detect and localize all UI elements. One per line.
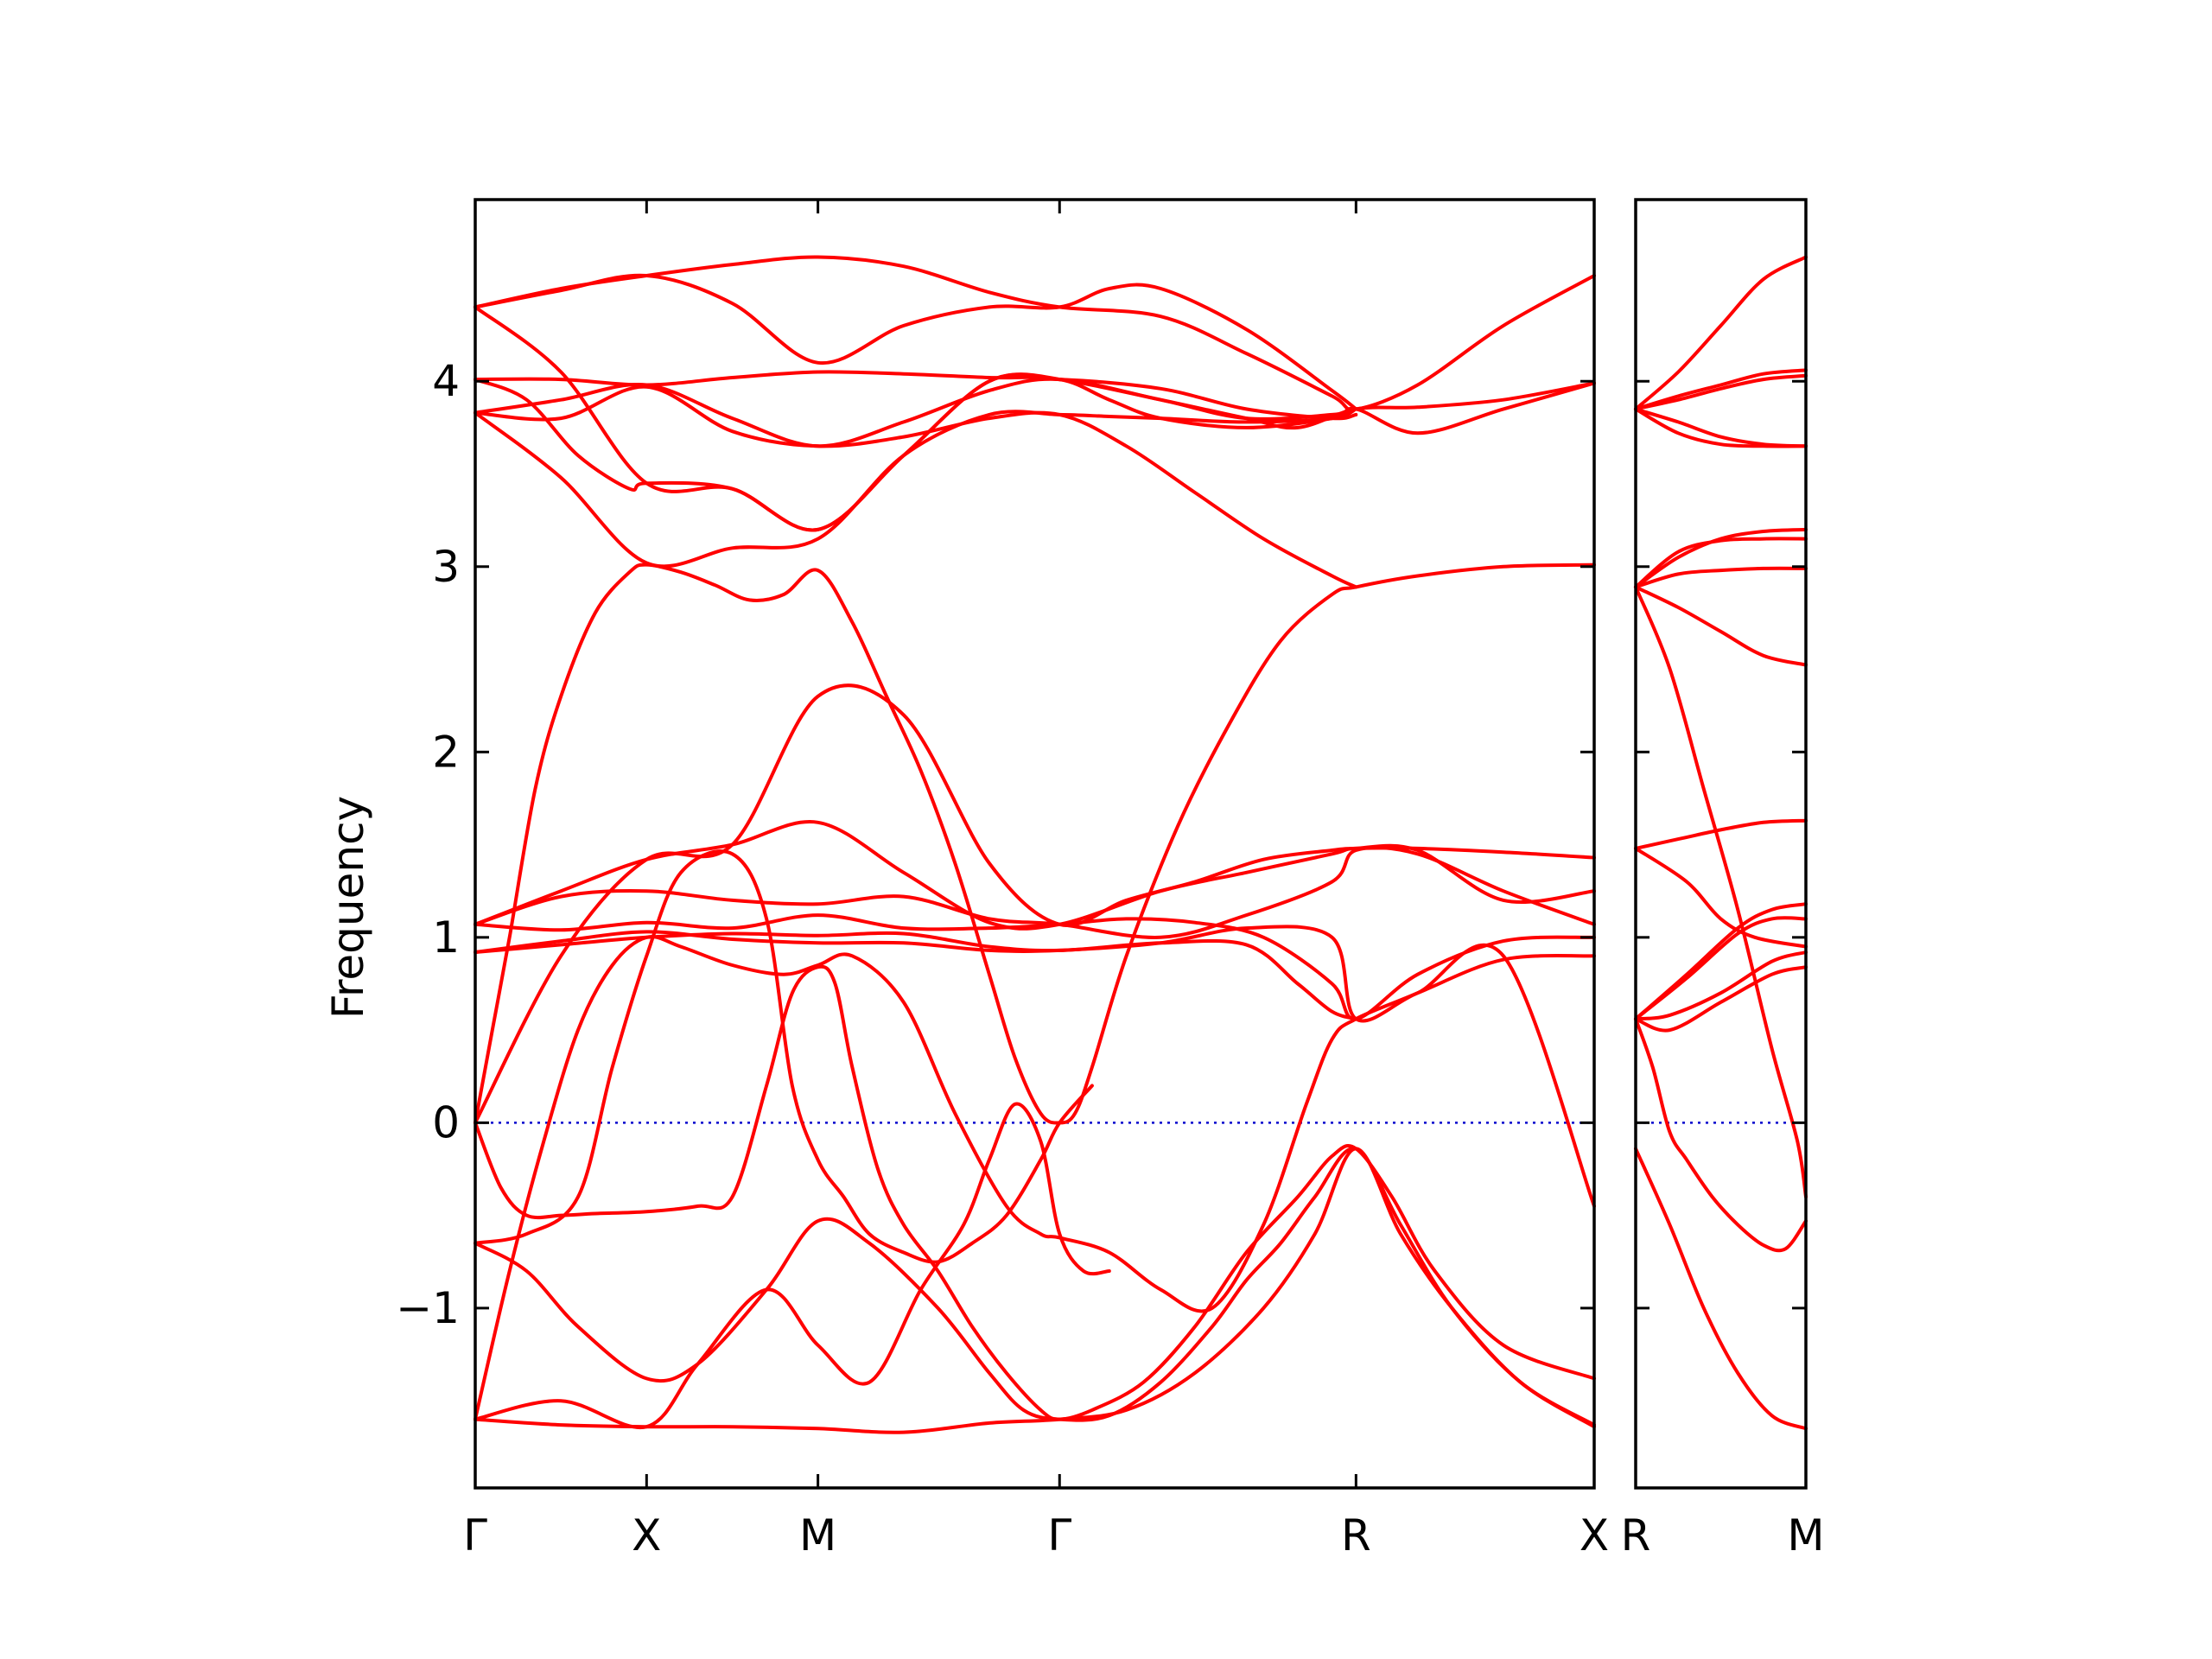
- side-band-14: [1634, 916, 1808, 1021]
- main-band-20: [474, 1147, 1596, 1434]
- x-tick-label: X: [632, 1510, 661, 1560]
- y-tick-label: 1: [432, 912, 460, 963]
- side-frame: [1634, 198, 1808, 1490]
- main-band-14: [474, 925, 1596, 1023]
- x-tick-label: M: [1787, 1510, 1824, 1560]
- side-band-6: [1634, 527, 1808, 589]
- side-band-7: [1634, 537, 1808, 589]
- side-band-3: [1634, 373, 1808, 411]
- main-band-17: [474, 935, 1596, 1421]
- main-band-16: [474, 849, 1094, 1264]
- main-band-7: [474, 407, 1358, 569]
- main-band-19: [474, 1147, 1596, 1427]
- y-tick-label: 2: [432, 727, 460, 777]
- main-band-18: [474, 964, 1596, 1421]
- main-band-21: [474, 1102, 1111, 1430]
- side-band-8: [1634, 566, 1808, 589]
- y-tick-label: 3: [432, 542, 460, 592]
- x-tick-label: X: [1580, 1510, 1609, 1560]
- main-band-10: [474, 683, 1596, 1125]
- x-tick-label: R: [1621, 1510, 1651, 1560]
- main-band-6: [474, 377, 1358, 448]
- side-band-17: [1634, 1017, 1808, 1253]
- x-tick-label: M: [799, 1510, 836, 1560]
- side-band-13: [1634, 902, 1808, 1021]
- side-band-18: [1634, 1147, 1808, 1431]
- main-band-4: [474, 372, 1596, 532]
- side-band-5: [1634, 407, 1808, 448]
- main-frame: [474, 198, 1596, 1490]
- side-band-1: [1634, 255, 1808, 411]
- main-band-13: [474, 913, 1596, 1021]
- side-band-10: [1634, 585, 1808, 1199]
- side-band-15: [1634, 950, 1808, 1021]
- y-tick-label: −1: [396, 1283, 460, 1333]
- y-tick-label: 0: [432, 1097, 460, 1147]
- y-axis-label: Frequency: [323, 796, 373, 1019]
- x-tick-label: R: [1341, 1510, 1371, 1560]
- main-band-15: [474, 931, 1358, 1021]
- main-band-8: [474, 385, 1358, 589]
- main-panel: −1 0 1 2 3 4 Γ X M Γ R X: [396, 198, 1609, 1560]
- main-band-9: [474, 563, 1596, 1125]
- side-band-9: [1634, 585, 1808, 667]
- main-band-2: [474, 273, 1358, 411]
- x-tick-label: Γ: [1047, 1510, 1071, 1560]
- y-tick-label: 4: [432, 356, 460, 406]
- side-band-4: [1634, 407, 1808, 448]
- side-band-12: [1634, 846, 1808, 949]
- side-band-2: [1634, 368, 1808, 411]
- x-tick-label: Γ: [463, 1510, 487, 1560]
- side-band-11: [1634, 818, 1808, 850]
- side-band-16: [1634, 965, 1808, 1033]
